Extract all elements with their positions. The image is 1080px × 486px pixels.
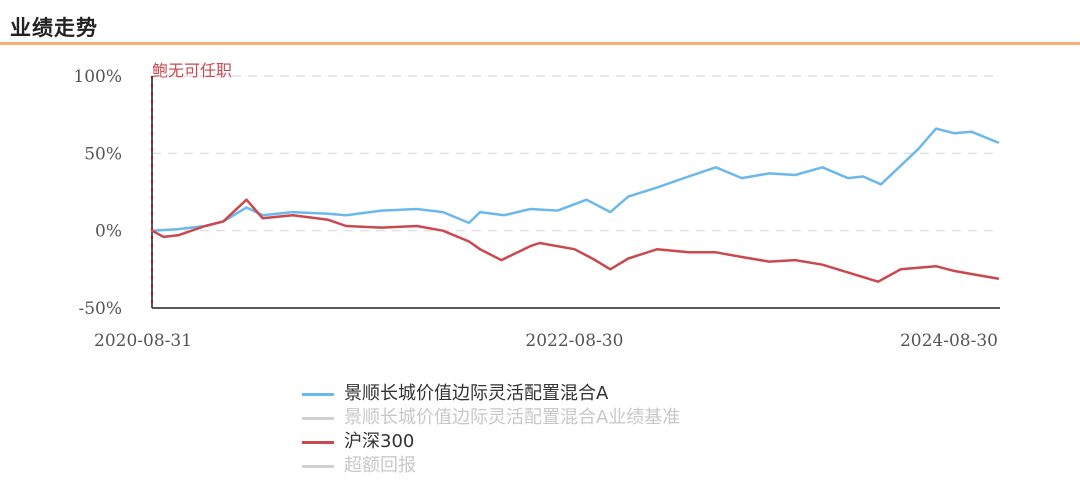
header-divider [0,42,1080,45]
legend-swatch [302,392,334,396]
series-lines [150,127,1000,283]
tenure-annotation: 鲍无可任职 [152,61,232,80]
chart-legend: 景顺长城价值边际灵活配置混合A 景顺长城价值边际灵活配置混合A业绩基准 沪深300 超… [302,382,680,478]
legend-item[interactable]: 景顺长城价值边际灵活配置混合A业绩基准 [302,406,680,430]
legend-item[interactable]: 沪深300 [302,430,680,454]
legend-swatch [302,440,334,444]
series-line-0 [150,127,1000,232]
chart-axes: 鲍无可任职 [151,61,1000,309]
section-header: 业绩走势 [0,0,1080,46]
legend-label: 景顺长城价值边际灵活配置混合A业绩基准 [344,407,681,428]
legend-swatch [302,416,334,420]
y-tick-label: -50% [78,299,122,319]
series-line-2 [150,198,1000,283]
y-tick-label: 50% [84,144,122,164]
x-tick-labels: 2020-08-31 2022-08-30 2024-08-30 [94,331,998,351]
grid-lines [152,75,1000,232]
y-tick-label: 0% [95,222,122,242]
legend-label: 沪深300 [344,431,415,452]
x-tick-label: 2024-08-30 [900,331,998,351]
x-tick-label: 2020-08-31 [94,331,192,351]
x-tick-label: 2022-08-30 [525,331,623,351]
legend-item[interactable]: 超额回报 [302,454,680,478]
legend-label: 景顺长城价值边际灵活配置混合A [344,383,609,404]
section-title: 业绩走势 [10,16,98,40]
y-tick-labels: 100% 50% 0% -50% [73,67,122,319]
legend-swatch [302,464,334,468]
legend-item[interactable]: 景顺长城价值边际灵活配置混合A [302,382,680,406]
y-tick-label: 100% [73,67,122,87]
performance-chart: 鲍无可任职 100% 50% 0% -50% 2020-08-31 2022-08-30… [73,61,1000,351]
legend-label: 超额回报 [344,455,416,476]
